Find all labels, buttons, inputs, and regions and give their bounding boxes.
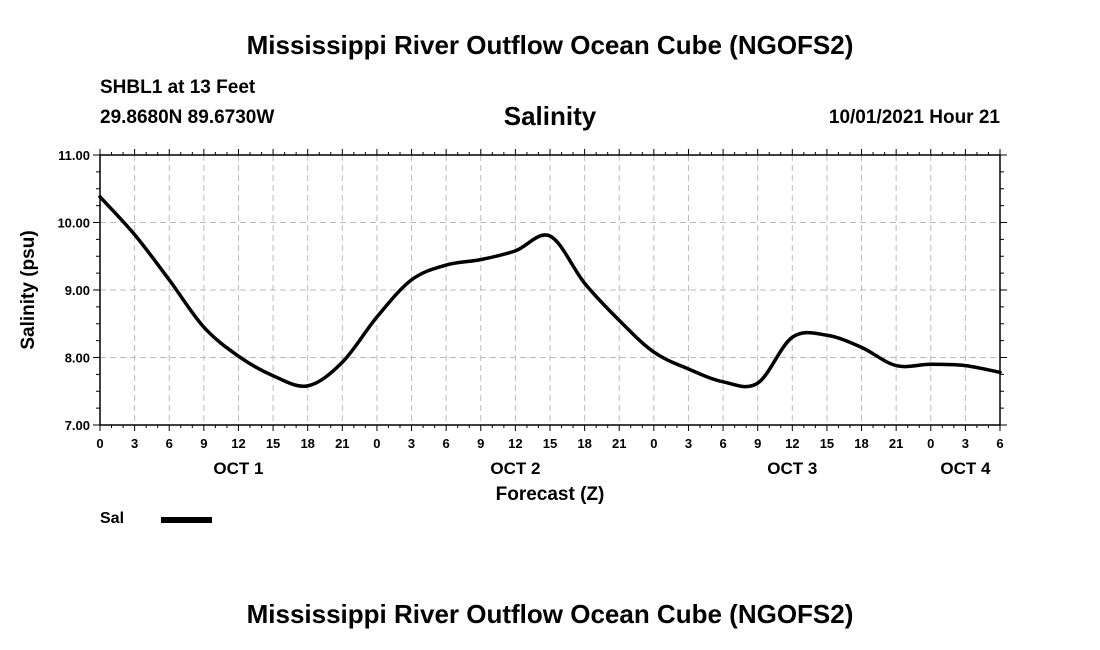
day-label: OCT 1 [213, 459, 263, 478]
x-tick-label: 0 [373, 436, 380, 451]
y-tick-label: 8.00 [65, 351, 90, 366]
legend-swatch [161, 517, 212, 523]
series-layer [98, 195, 1002, 389]
plot-title: Salinity [503, 101, 597, 131]
chart-footer-title: Mississippi River Outflow Ocean Cube (NG… [246, 599, 854, 629]
day-label: OCT 4 [940, 459, 991, 478]
x-tick-label: 0 [650, 436, 657, 451]
x-tick-label: 0 [96, 436, 103, 451]
salinity-series-line [98, 195, 1002, 389]
plot-frame [99, 154, 1001, 426]
x-tick-label: 6 [719, 436, 726, 451]
x-tick-label: 3 [131, 436, 138, 451]
x-tick-label: 3 [685, 436, 692, 451]
axis-ticks [93, 149, 1007, 431]
x-axis-title: Forecast (Z) [496, 484, 605, 505]
y-tick-label: 7.00 [65, 418, 90, 433]
y-tick-label: 11.00 [58, 148, 90, 163]
y-axis-title: Salinity (psu) [18, 230, 39, 349]
x-tick-label: 6 [443, 436, 450, 451]
x-tick-label: 12 [231, 436, 245, 451]
x-tick-label: 15 [820, 436, 834, 451]
chart-main-title: Mississippi River Outflow Ocean Cube (NG… [246, 30, 854, 60]
coordinates-label: 29.8680N 89.6730W [100, 107, 275, 128]
x-tick-label: 3 [408, 436, 415, 451]
x-tick-label: 18 [577, 436, 591, 451]
x-tick-label: 6 [996, 436, 1003, 451]
station-label: SHBL1 at 13 Feet [100, 77, 256, 98]
x-tick-label: 18 [854, 436, 868, 451]
x-tick-label: 12 [508, 436, 522, 451]
y-tick-label: 9.00 [65, 283, 90, 298]
x-tick-label: 15 [543, 436, 557, 451]
x-tick-label: 18 [300, 436, 314, 451]
x-tick-label: 21 [335, 436, 349, 451]
x-tick-label: 6 [166, 436, 173, 451]
x-tick-label: 12 [785, 436, 799, 451]
day-label: OCT 2 [490, 459, 540, 478]
x-tick-label: 9 [200, 436, 207, 451]
x-tick-label: 15 [266, 436, 280, 451]
axis-labels: 7.00 8.00 9.00 10.00 11.00 0 3 6 9 12 15 18 21 0 3 6 9 12… [18, 148, 1004, 505]
x-tick-label: 3 [962, 436, 969, 451]
day-label: OCT 3 [767, 459, 817, 478]
x-tick-label: 21 [889, 436, 903, 451]
x-tick-label: 9 [754, 436, 761, 451]
y-tick-label: 10.00 [57, 216, 90, 231]
forecast-datetime: 10/01/2021 Hour 21 [828, 107, 1000, 128]
x-tick-label: 21 [612, 436, 626, 451]
legend-label: Sal [100, 510, 125, 527]
grid-lines [100, 155, 1000, 425]
x-tick-label: 0 [927, 436, 934, 451]
x-tick-label: 9 [477, 436, 484, 451]
